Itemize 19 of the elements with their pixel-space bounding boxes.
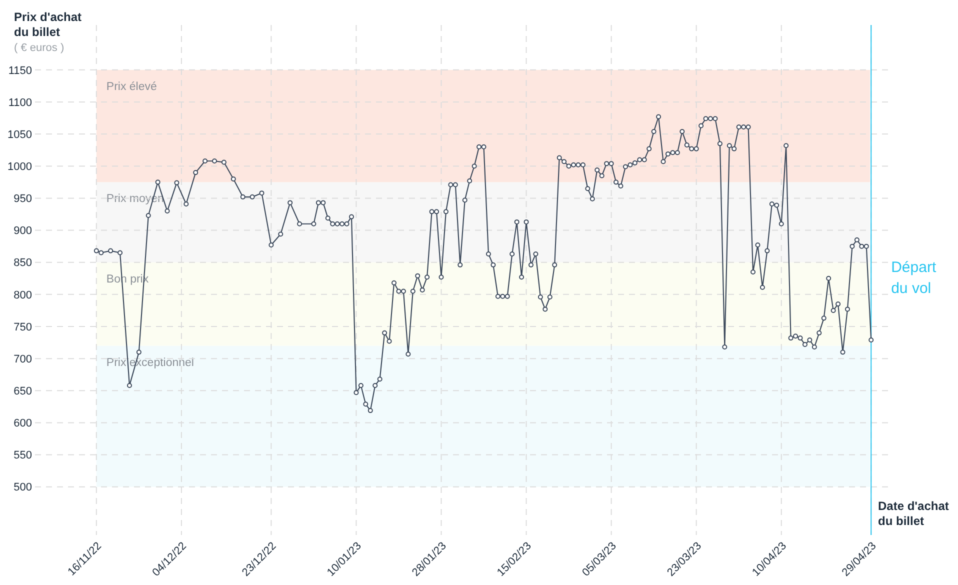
y-tick-label: 500 bbox=[14, 482, 32, 494]
y-tick-label: 800 bbox=[14, 289, 32, 302]
y-tick-label: 600 bbox=[14, 418, 32, 430]
band-label: Prix élevé bbox=[106, 80, 157, 93]
y-tick-label: 650 bbox=[14, 386, 32, 398]
x-axis-title: Date d'achat du billet bbox=[878, 499, 949, 528]
y-axis-title: Prix d'achat du billet bbox=[14, 10, 82, 39]
y-tick-label: 1150 bbox=[8, 64, 32, 77]
y-tick-label: 1050 bbox=[8, 128, 32, 141]
ref-line-label: Départ du vol bbox=[891, 259, 937, 297]
annotation: ( € euros ) bbox=[14, 42, 64, 54]
y-tick-label: 550 bbox=[14, 450, 32, 462]
y-tick-label: 750 bbox=[14, 321, 32, 334]
y-tick-label: 700 bbox=[14, 353, 32, 366]
y-tick-label: 1000 bbox=[8, 160, 32, 173]
y-tick-label: 1100 bbox=[8, 96, 32, 109]
y-tick-label: 850 bbox=[14, 257, 32, 270]
y-tick-label: 900 bbox=[14, 225, 32, 238]
y-tick-label: 950 bbox=[14, 193, 32, 206]
